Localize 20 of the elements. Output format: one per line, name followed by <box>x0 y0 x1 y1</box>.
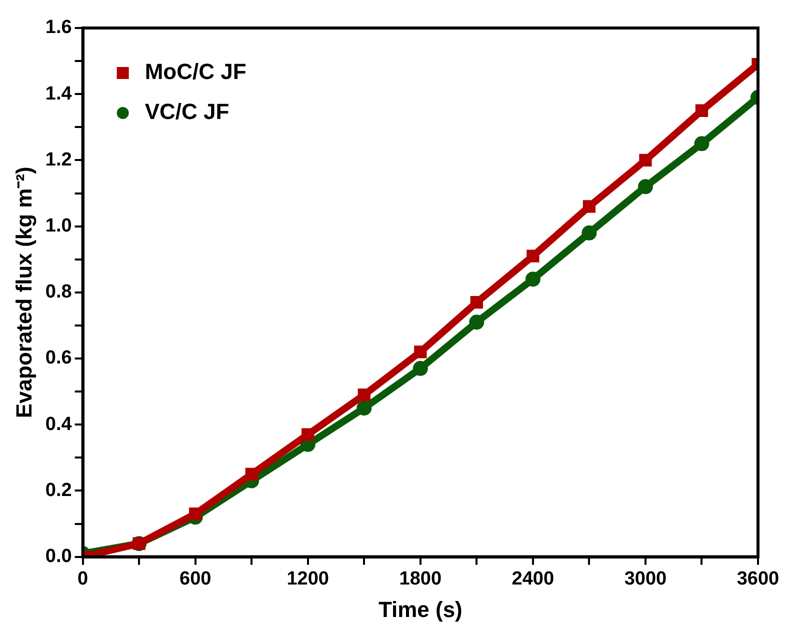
y-tick-label: 1.4 <box>45 83 72 104</box>
y-tick-label: 0.8 <box>45 282 72 303</box>
x-tick-label: 2400 <box>512 568 554 590</box>
x-axis-title: Time (s) <box>378 596 462 622</box>
y-tick-label: 0.0 <box>45 546 72 568</box>
x-tick-label: 1200 <box>286 568 330 590</box>
legend-label: MoC/C JF <box>144 59 246 84</box>
legend-label: VC/C JF <box>144 99 230 124</box>
x-tick-label: 1800 <box>399 568 442 590</box>
y-tick-label: 1.2 <box>45 149 72 170</box>
x-tick-label: 600 <box>179 568 212 590</box>
y-tick-label: 1.6 <box>45 17 72 38</box>
y-tick-label: 0.6 <box>45 348 72 369</box>
x-tick-label: 0 <box>78 568 88 590</box>
x-tick-label: 3000 <box>624 568 667 590</box>
y-tick-label: 1.0 <box>45 216 72 237</box>
y-tick-label: 0.2 <box>45 480 72 501</box>
y-axis-title: Evaporated flux (kg m⁻²) <box>11 166 36 418</box>
y-tick-label: 0.4 <box>45 414 72 435</box>
x-tick-label: 3600 <box>736 568 780 590</box>
